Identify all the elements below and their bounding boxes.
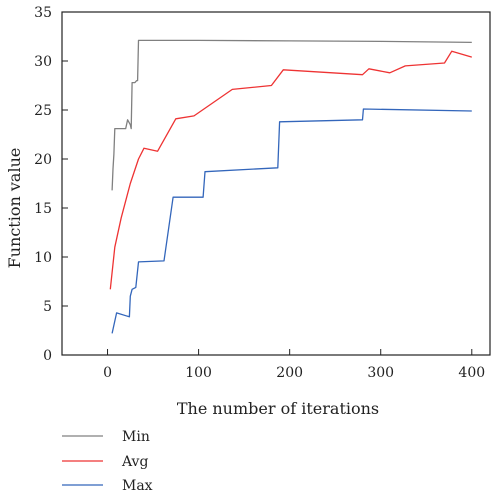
plot-border [61,11,491,356]
x-tick-label: 100 [185,365,212,381]
y-tick-label: 35 [34,5,52,21]
y-tick-label: 5 [43,299,52,315]
y-axis-label: Function value [5,148,24,269]
series-line-avg [109,50,472,290]
series-line-min [111,39,472,191]
legend-label-max: Max [122,478,153,494]
y-tick-label: 25 [34,103,52,119]
legend: Min Avg Max [62,429,153,494]
x-tick-label: 400 [458,365,485,381]
y-tick-label: 15 [34,201,52,217]
y-tick-label: 20 [34,152,52,168]
y-tick-label: 0 [43,348,52,364]
y-tick-label: 10 [34,250,52,266]
y-tick-label: 30 [34,54,52,70]
x-tick-label: 200 [276,365,303,381]
axis-ticks [62,11,473,356]
y-tick-labels: 0 5 10 15 20 25 30 35 [34,5,52,364]
series-lines [109,39,472,334]
x-tick-label: 300 [367,365,394,381]
x-axis-label: The number of iterations [177,399,379,418]
x-tick-labels: 0 100 200 300 400 [103,365,485,381]
series-line-max [111,108,472,334]
legend-label-avg: Avg [121,454,148,470]
plot-frame [61,11,491,356]
x-tick-label: 0 [103,365,112,381]
legend-label-min: Min [122,429,150,445]
